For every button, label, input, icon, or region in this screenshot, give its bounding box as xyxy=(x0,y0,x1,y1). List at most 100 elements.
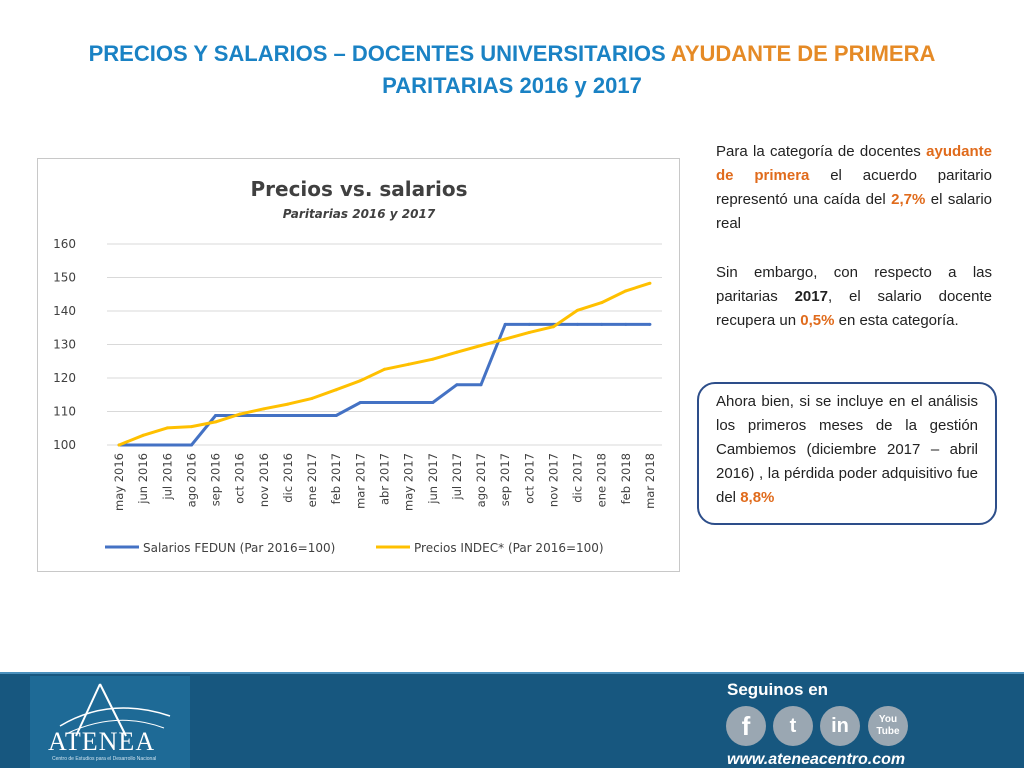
x-tick-label: nov 2017 xyxy=(546,453,560,507)
y-tick-label: 140 xyxy=(53,304,76,318)
title-accent: AYUDANTE DE PRIMERA xyxy=(670,41,936,66)
series-1-point xyxy=(286,414,290,418)
series-line-1 xyxy=(119,322,650,447)
p1-text-1: Para la categoría de docentes xyxy=(716,143,921,160)
x-tick-label: ago 2016 xyxy=(184,453,198,507)
y-tick-label: 120 xyxy=(53,371,76,385)
slide-title: PRECIOS Y SALARIOS – DOCENTES UNIVERSITA… xyxy=(20,38,1004,102)
series-1-point xyxy=(624,322,628,326)
p1-highlight-percent: 2,7% xyxy=(891,191,926,208)
y-tick-label: 110 xyxy=(53,405,76,419)
series-1-point xyxy=(383,400,386,404)
y-tick-label: 150 xyxy=(53,271,76,285)
series-2-point xyxy=(576,308,580,312)
x-tick-label: oct 2017 xyxy=(522,453,536,504)
series-2-point xyxy=(479,344,483,348)
chart-subtitle: Paritarias 2016 y 2017 xyxy=(283,207,436,221)
legend-label: Precios INDEC* (Par 2016=100) xyxy=(414,541,604,555)
x-tick-label: may 2017 xyxy=(402,453,416,511)
series-2-point xyxy=(455,350,459,354)
series-2-point xyxy=(600,301,604,305)
x-tick-label: jul 2016 xyxy=(160,453,174,501)
callout-box xyxy=(697,382,997,525)
x-tick-label: feb 2018 xyxy=(619,453,633,504)
series-2-point xyxy=(358,379,362,383)
twitter-icon[interactable]: t xyxy=(773,706,813,746)
series-1-point xyxy=(455,383,459,387)
series-2-point xyxy=(624,289,628,293)
series-2-point xyxy=(189,425,193,429)
youtube-icon[interactable]: You Tube xyxy=(868,706,908,746)
series-1-point xyxy=(648,322,652,326)
x-tick-label: abr 2017 xyxy=(378,453,392,505)
series-1-point xyxy=(358,400,362,404)
series-2-point xyxy=(141,433,145,437)
series-2-point xyxy=(551,325,555,329)
series-1-point xyxy=(527,322,531,326)
y-tick-label: 130 xyxy=(53,338,76,352)
atenea-logo[interactable] xyxy=(30,676,190,768)
line-chart: Precios vs. salarios Paritarias 2016 y 20… xyxy=(53,177,662,555)
p2-highlight-year: 2017 xyxy=(794,288,828,305)
p1-highlight-category: ayudante de primera xyxy=(716,143,992,184)
logo-text: ATENEA xyxy=(48,727,156,756)
series-2-point xyxy=(262,407,266,411)
youtube-label-2: Tube xyxy=(876,726,900,737)
series-2-point xyxy=(214,420,218,424)
x-tick-label: oct 2016 xyxy=(233,453,247,504)
series-1-point xyxy=(503,322,507,326)
website-link[interactable]: www.ateneacentro.com xyxy=(727,751,906,768)
series-1-point xyxy=(189,443,193,447)
p1-text-2: el acuerdo paritario representó una caíd… xyxy=(716,167,992,208)
x-tick-label: ene 2017 xyxy=(305,453,319,507)
series-1-point xyxy=(165,443,169,447)
series-2-point xyxy=(117,443,121,447)
linkedin-icon[interactable]: in xyxy=(820,706,860,746)
x-tick-label: sep 2017 xyxy=(498,453,512,506)
footer-stripe xyxy=(0,672,1024,674)
facebook-icon[interactable]: f xyxy=(726,706,766,746)
x-tick-label: nov 2016 xyxy=(257,453,271,507)
series-1-point xyxy=(141,443,145,447)
series-2-point xyxy=(431,357,435,361)
series-2-point xyxy=(165,426,169,430)
series-1-point xyxy=(334,414,338,418)
series-1-point xyxy=(600,322,604,326)
y-tick-label: 160 xyxy=(53,237,76,251)
series-2-point xyxy=(286,402,290,406)
chart-title: Precios vs. salarios xyxy=(250,177,467,201)
x-tick-label: sep 2016 xyxy=(209,453,223,506)
youtube-label-1: You xyxy=(878,714,898,725)
series-1-point xyxy=(214,414,218,418)
p2-text-1: Sin embargo, con respecto a las paritari… xyxy=(716,264,992,305)
x-tick-label: ago 2017 xyxy=(474,453,488,507)
series-1-point xyxy=(431,400,435,404)
series-2-point xyxy=(334,388,338,392)
series-2-point xyxy=(238,412,242,416)
series-1-point xyxy=(479,383,483,387)
series-1-point xyxy=(262,414,266,418)
atenea-logo-mark-icon xyxy=(59,683,171,737)
p2-highlight-percent: 0,5% xyxy=(800,312,835,329)
paragraph-recovery: Sin embargo, con respecto a las paritari… xyxy=(716,261,992,333)
p1-text-3: el salario real xyxy=(716,191,993,232)
chart-container: Precios vs. salarios Paritarias 2016 y 20… xyxy=(37,158,680,572)
series-2-point xyxy=(383,367,386,371)
callout-highlight-percent: 8,8% xyxy=(740,489,775,506)
series-2-point xyxy=(648,281,652,285)
series-2-point xyxy=(310,396,314,400)
x-tick-label: feb 2017 xyxy=(329,453,343,504)
logo-subtitle: Centro de Estudios para el Desarrollo Na… xyxy=(52,756,157,762)
x-tick-label: dic 2016 xyxy=(281,453,295,503)
x-tick-label: mar 2017 xyxy=(353,453,367,509)
x-tick-label: jun 2017 xyxy=(426,453,440,505)
x-tick-label: jun 2016 xyxy=(136,453,150,505)
legend-label: Salarios FEDUN (Par 2016=100) xyxy=(143,541,335,555)
callout-text-1: Ahora bien, si se incluye en el análisis… xyxy=(716,393,978,506)
x-tick-label: ene 2018 xyxy=(595,453,609,507)
title-main: PRECIOS Y SALARIOS – DOCENTES UNIVERSITA… xyxy=(88,41,666,66)
x-tick-label: may 2016 xyxy=(112,453,126,511)
title-line2: PARITARIAS 2016 y 2017 xyxy=(382,73,642,98)
x-tick-label: jul 2017 xyxy=(450,453,464,501)
callout-text: Ahora bien, si se incluye en el análisis… xyxy=(716,390,978,510)
